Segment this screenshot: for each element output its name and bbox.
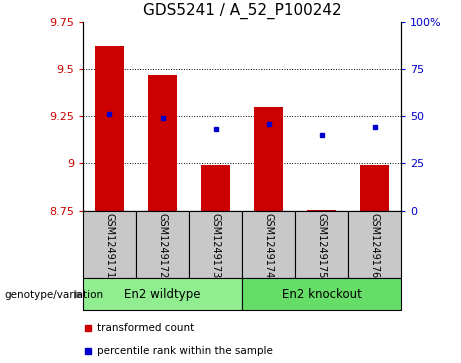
Bar <box>83 211 136 278</box>
Bar <box>348 211 401 278</box>
Bar <box>201 165 230 211</box>
Bar <box>189 211 242 278</box>
Text: GSM1249176: GSM1249176 <box>370 213 379 278</box>
Bar <box>95 46 124 211</box>
Text: En2 wildtype: En2 wildtype <box>124 287 201 301</box>
Bar <box>83 278 242 310</box>
Text: transformed count: transformed count <box>97 323 194 333</box>
Bar <box>136 211 189 278</box>
Bar <box>242 278 401 310</box>
Text: GSM1249173: GSM1249173 <box>211 213 220 278</box>
Text: percentile rank within the sample: percentile rank within the sample <box>97 346 273 356</box>
Text: GSM1249174: GSM1249174 <box>264 213 273 278</box>
Bar <box>295 211 348 278</box>
Bar <box>242 211 295 278</box>
Bar <box>360 165 389 211</box>
Title: GDS5241 / A_52_P100242: GDS5241 / A_52_P100242 <box>143 3 341 19</box>
Bar <box>254 107 283 211</box>
Text: genotype/variation: genotype/variation <box>5 290 104 300</box>
Bar <box>307 209 336 211</box>
Text: GSM1249171: GSM1249171 <box>105 213 114 278</box>
Text: GSM1249172: GSM1249172 <box>158 213 167 278</box>
Text: En2 knockout: En2 knockout <box>282 287 361 301</box>
Polygon shape <box>75 291 82 298</box>
Text: GSM1249175: GSM1249175 <box>317 213 326 278</box>
Bar <box>148 75 177 211</box>
